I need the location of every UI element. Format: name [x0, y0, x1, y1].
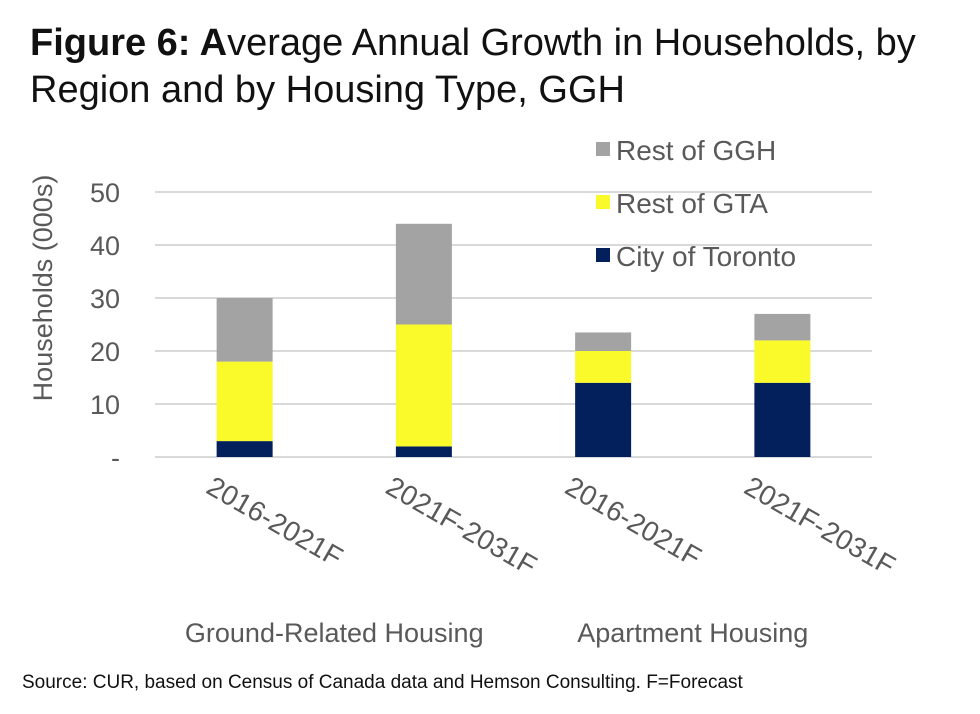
y-tick-label: - [111, 443, 120, 473]
bar-segment [575, 332, 632, 351]
bar-segment [395, 324, 452, 447]
group-label: Ground-Related Housing [185, 618, 484, 648]
chart-title-prefix: Figure 6: A [30, 22, 228, 64]
y-tick-label: 20 [90, 337, 120, 367]
y-tick-label: 50 [90, 178, 120, 208]
legend-swatch [596, 195, 610, 209]
bar-segment [216, 441, 273, 457]
chart-title: Figure 6: Average Annual Growth in House… [30, 20, 970, 114]
chart-title-rest: verage Annual Growth in Households, by R… [30, 22, 916, 111]
x-tick-label: 2016-2021F [560, 470, 706, 572]
x-tick-label: 2016-2021F [202, 470, 348, 572]
bar-segment [754, 382, 811, 457]
y-tick-label: 10 [90, 390, 120, 420]
y-axis-label: Households (000s) [28, 175, 58, 402]
x-tick-label: 2021F-2031F [381, 470, 542, 581]
bar-segment [395, 223, 452, 325]
bar-segment [754, 340, 811, 383]
legend-label: City of Toronto [616, 241, 796, 272]
legend-label: Rest of GGH [616, 135, 776, 166]
bar-segment [754, 313, 811, 341]
bar-segment [575, 382, 632, 457]
group-label: Apartment Housing [577, 618, 808, 648]
bar-segment [575, 351, 632, 383]
y-tick-label: 30 [90, 284, 120, 314]
legend-label: Rest of GTA [616, 188, 768, 219]
source-note: Source: CUR, based on Census of Canada d… [22, 672, 743, 693]
x-tick-label: 2021F-2031F [739, 470, 900, 581]
legend-swatch [596, 248, 610, 262]
legend-swatch [596, 142, 610, 156]
y-tick-label: 40 [90, 231, 120, 261]
bar-segment [216, 298, 273, 362]
bar-segment [395, 446, 452, 457]
bar-segment [216, 361, 273, 442]
